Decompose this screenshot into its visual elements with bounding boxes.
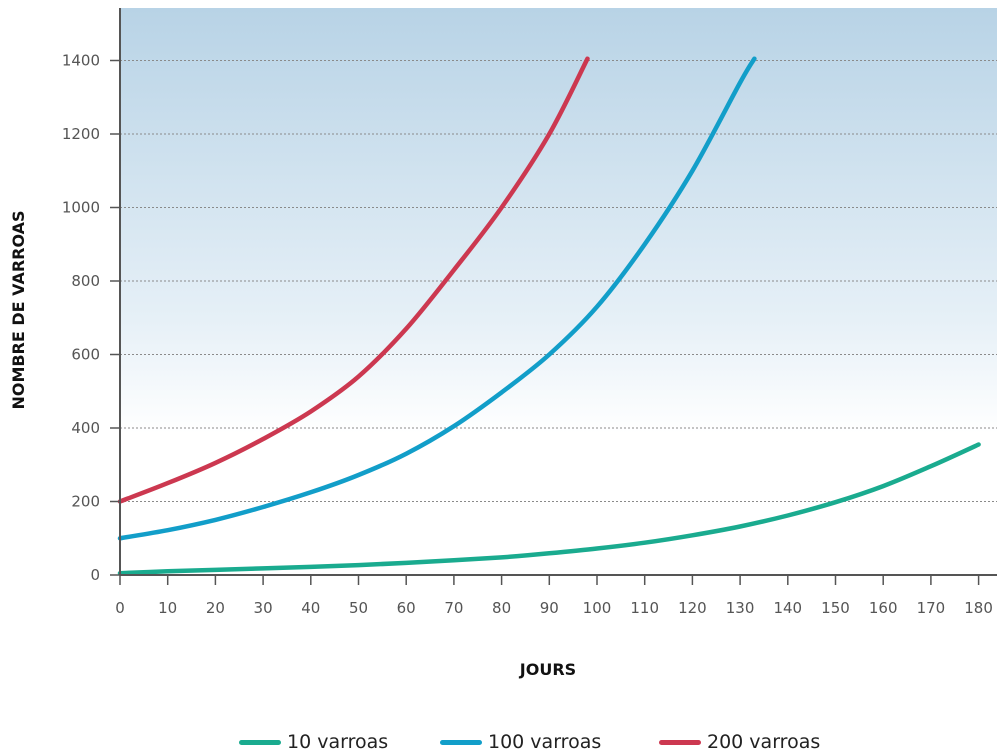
x-tick-label-0: 0 bbox=[115, 599, 125, 617]
y-tick-label-1200: 1200 bbox=[62, 125, 100, 143]
x-tick-label-100: 100 bbox=[583, 599, 612, 617]
x-tick-label-150: 150 bbox=[821, 599, 850, 617]
legend-item-10: 10 varroas bbox=[239, 730, 388, 754]
legend-swatch-10 bbox=[239, 739, 281, 745]
x-tick-label-170: 170 bbox=[917, 599, 946, 617]
x-tick-label-180: 180 bbox=[964, 599, 993, 617]
y-tick-label-1000: 1000 bbox=[62, 199, 100, 217]
x-tick-label-60: 60 bbox=[397, 599, 416, 617]
x-tick-label-160: 160 bbox=[869, 599, 898, 617]
series-line-100-varroas bbox=[117, 56, 757, 541]
legend-label-10: 10 varroas bbox=[287, 731, 389, 753]
y-tick-label-0: 0 bbox=[90, 566, 100, 584]
legend-item-100: 100 varroas bbox=[440, 730, 601, 754]
series-line-10-varroas bbox=[117, 442, 981, 576]
y-tick-label-600: 600 bbox=[71, 346, 100, 364]
legend-swatch-100 bbox=[440, 739, 482, 745]
x-tick-label-110: 110 bbox=[630, 599, 659, 617]
x-tick-label-20: 20 bbox=[206, 599, 225, 617]
x-axis-title: JOURS bbox=[519, 660, 576, 679]
x-tick-label-70: 70 bbox=[444, 599, 463, 617]
legend-label-200: 200 varroas bbox=[707, 731, 821, 753]
y-tick-label-200: 200 bbox=[71, 493, 100, 511]
legend-item-200: 200 varroas bbox=[659, 730, 820, 754]
plot-background bbox=[120, 8, 997, 575]
x-tick-label-10: 10 bbox=[158, 599, 177, 617]
legend-label-100: 100 varroas bbox=[488, 731, 602, 753]
series-line-200-varroas bbox=[117, 56, 590, 504]
x-tick-label-140: 140 bbox=[773, 599, 802, 617]
y-tick-label-1400: 1400 bbox=[62, 52, 100, 70]
x-tick-label-50: 50 bbox=[349, 599, 368, 617]
x-tick-label-40: 40 bbox=[301, 599, 320, 617]
x-tick-label-80: 80 bbox=[492, 599, 511, 617]
series-lines bbox=[117, 56, 981, 576]
x-tick-label-120: 120 bbox=[678, 599, 707, 617]
chart: 0 200 400 600 800 1000 1200 1400 0 10 20 30 40 50 60 70… bbox=[9, 8, 997, 679]
legend: 10 varroas 100 varroas 200 varroas bbox=[0, 730, 997, 754]
y-tick-label-800: 800 bbox=[71, 272, 100, 290]
x-tick-label-30: 30 bbox=[254, 599, 273, 617]
axis-ticks: 0 200 400 600 800 1000 1200 1400 0 10 20 30 40 50 60 70… bbox=[62, 52, 993, 618]
legend-swatch-200 bbox=[659, 739, 701, 745]
y-axis-title: NOMBRE DE VARROAS bbox=[9, 210, 28, 409]
x-tick-label-130: 130 bbox=[726, 599, 755, 617]
x-tick-label-90: 90 bbox=[540, 599, 559, 617]
y-tick-label-400: 400 bbox=[71, 419, 100, 437]
